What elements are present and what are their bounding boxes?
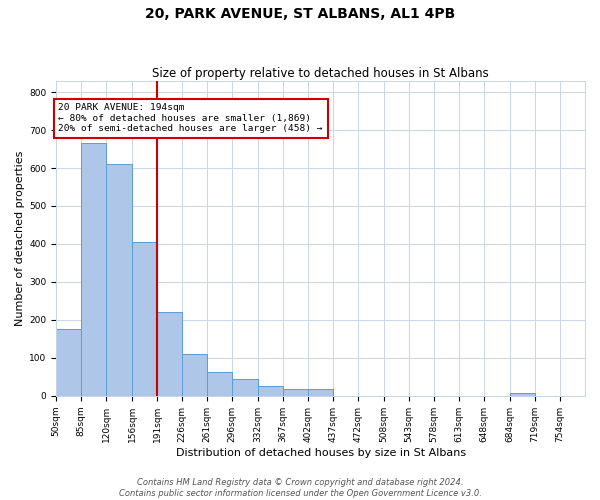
Text: Contains HM Land Registry data © Crown copyright and database right 2024.
Contai: Contains HM Land Registry data © Crown c…	[119, 478, 481, 498]
Bar	[510, 393, 535, 396]
Text: 20, PARK AVENUE, ST ALBANS, AL1 4PB: 20, PARK AVENUE, ST ALBANS, AL1 4PB	[145, 8, 455, 22]
Bar	[132, 242, 157, 396]
X-axis label: Distribution of detached houses by size in St Albans: Distribution of detached houses by size …	[176, 448, 466, 458]
Bar	[157, 312, 182, 396]
Bar	[308, 389, 333, 396]
Bar	[207, 372, 232, 396]
Bar	[258, 386, 283, 396]
Bar	[106, 164, 132, 396]
Bar	[283, 389, 308, 396]
Title: Size of property relative to detached houses in St Albans: Size of property relative to detached ho…	[152, 66, 489, 80]
Bar	[232, 379, 258, 396]
Text: 20 PARK AVENUE: 194sqm
← 80% of detached houses are smaller (1,869)
20% of semi-: 20 PARK AVENUE: 194sqm ← 80% of detached…	[58, 104, 323, 134]
Bar	[182, 354, 207, 396]
Bar	[56, 330, 81, 396]
Y-axis label: Number of detached properties: Number of detached properties	[15, 150, 25, 326]
Bar	[81, 144, 106, 396]
